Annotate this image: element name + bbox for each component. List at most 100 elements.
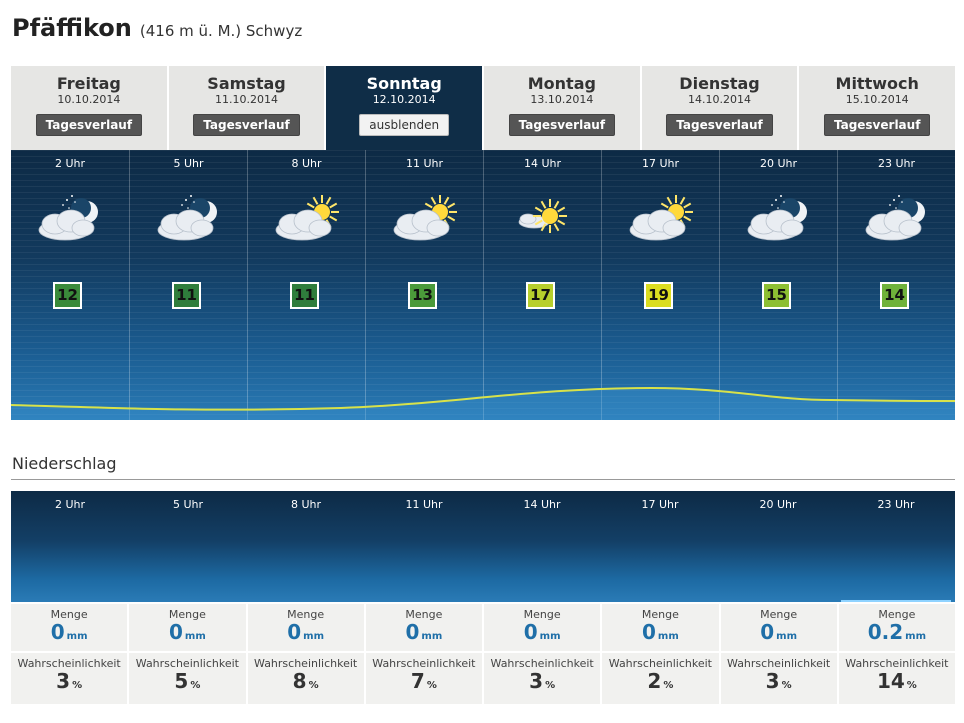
- precipitation-cells: Menge 0 mm Wahrscheinlichkeit 3% Menge 0 mm Wahr…: [11, 604, 955, 704]
- background-line: [11, 240, 955, 241]
- background-line: [11, 222, 955, 223]
- day-tab-freitag[interactable]: Freitag 10.10.2014 Tagesverlauf: [11, 66, 167, 150]
- probability-unit: %: [781, 680, 792, 691]
- probability-value: 3: [56, 669, 71, 693]
- precip-hour-label: 20 Uhr: [759, 498, 797, 511]
- day-name: Mittwoch: [835, 74, 919, 93]
- section-divider: [11, 479, 955, 480]
- probability-unit: %: [426, 680, 437, 691]
- background-line: [11, 306, 955, 307]
- hour-label: 14 Uhr: [523, 157, 562, 170]
- amount-block: Menge 0.2 mm: [838, 604, 955, 653]
- precip-hour-label: 14 Uhr: [523, 498, 561, 511]
- day-details-button[interactable]: Tagesverlauf: [193, 114, 300, 136]
- day-tab-sonntag[interactable]: Sonntag 12.10.2014 ausblenden: [326, 66, 483, 150]
- probability-unit: %: [308, 680, 319, 691]
- amount-block: Menge 0 mm: [247, 604, 364, 653]
- location-title: Pfäffikon (416 m ü. M.) Schwyz: [12, 14, 302, 46]
- probability-label: Wahrscheinlichkeit: [608, 657, 712, 670]
- amount-value: 0: [287, 620, 302, 644]
- temperature-curve: [11, 386, 955, 420]
- background-line: [11, 366, 955, 367]
- probability-unit: %: [545, 680, 556, 691]
- hour-column: 17 Uhr 19: [601, 150, 719, 420]
- night-cloudy-moon-icon: [144, 188, 234, 248]
- day-date: 12.10.2014: [372, 93, 436, 106]
- background-line: [11, 402, 955, 403]
- background-line: [11, 282, 955, 283]
- background-line: [11, 318, 955, 319]
- amount-value: 0: [523, 620, 538, 644]
- hour-column: 8 Uhr 11: [247, 150, 365, 420]
- night-cloudy-moon-icon: [852, 188, 942, 248]
- hour-label: 5 Uhr: [173, 157, 204, 170]
- day-details-button[interactable]: Tagesverlauf: [823, 114, 931, 136]
- probability-value: 7: [410, 669, 425, 693]
- hour-label: 23 Uhr: [877, 157, 916, 170]
- day-tab-samstag[interactable]: Samstag 11.10.2014 Tagesverlauf: [168, 66, 325, 150]
- probability-value: 3: [765, 669, 780, 693]
- day-details-button[interactable]: Tagesverlauf: [35, 114, 143, 136]
- temperature-box: 19: [644, 282, 673, 309]
- day-tabs: Freitag 10.10.2014 Tagesverlauf Samstag 11.1…: [11, 66, 956, 150]
- day-details-button[interactable]: Tagesverlauf: [666, 114, 773, 136]
- probability-value: 2: [647, 669, 662, 693]
- background-line: [11, 228, 955, 229]
- background-line: [11, 384, 955, 385]
- hour-column: 2 Uhr 12: [11, 150, 129, 420]
- temperature-box: 14: [880, 282, 909, 309]
- precip-cell: Menge 0 mm Wahrscheinlichkeit 7%: [365, 604, 482, 704]
- hour-label: 2 Uhr: [54, 157, 86, 170]
- amount-label: Menge: [760, 608, 798, 621]
- day-details-button[interactable]: Tagesverlauf: [508, 114, 616, 136]
- background-line: [11, 336, 955, 337]
- amount-unit: mm: [776, 631, 797, 642]
- background-line: [11, 210, 955, 211]
- background-line: [11, 162, 955, 163]
- amount-unit: mm: [539, 631, 561, 642]
- background-line: [11, 312, 955, 313]
- precip-cell: Menge 0 mm Wahrscheinlichkeit 3%: [484, 604, 601, 704]
- probability-block: Wahrscheinlichkeit 7%: [366, 653, 482, 702]
- day-name: Dienstag: [679, 74, 760, 93]
- amount-value: 0: [168, 620, 183, 644]
- precip-cell: Menge 0.2 mm Wahrscheinlichkeit 14%: [838, 604, 955, 704]
- background-line: [11, 414, 955, 415]
- probability-label: Wahrscheinlichkeit: [727, 657, 831, 670]
- precip-amount-bar: [841, 600, 951, 602]
- precipitation-panel: 2 Uhr 5 Uhr 8 Uhr 11 Uhr 14 Uhr 17 Uhr 20 Uhr 2…: [11, 491, 955, 602]
- precip-cell: Menge 0 mm Wahrscheinlichkeit 8%: [247, 604, 364, 704]
- background-line: [11, 150, 955, 151]
- amount-value: 0.2: [867, 620, 904, 644]
- probability-label: Wahrscheinlichkeit: [845, 657, 949, 670]
- background-line: [11, 270, 955, 271]
- day-tab-mittwoch[interactable]: Mittwoch 15.10.2014 Tagesverlauf: [799, 66, 956, 150]
- sun-light-cloud-icon: [498, 188, 588, 248]
- amount-label: Menge: [168, 608, 206, 621]
- amount-block: Menge 0 mm: [365, 604, 482, 653]
- temperature-box: 15: [762, 282, 791, 309]
- precip-hour-label: 23 Uhr: [877, 498, 915, 511]
- amount-block: Menge 0 mm: [129, 604, 246, 653]
- day-name: Freitag: [56, 74, 121, 93]
- day-tab-dienstag[interactable]: Dienstag 14.10.2014 Tagesverlauf: [641, 66, 798, 150]
- background-line: [11, 372, 955, 373]
- hour-label: 20 Uhr: [759, 157, 798, 170]
- hourly-forecast-panel: 2 Uhr 12 5 Uhr 11 8 Uhr 11 11 Uhr 13 14 Uhr 17 17 …: [11, 150, 955, 420]
- hour-column: 23 Uhr 14: [837, 150, 955, 420]
- precip-cell: Menge 0 mm Wahrscheinlichkeit 3%: [11, 604, 128, 704]
- temperature-box: 13: [408, 282, 437, 309]
- amount-label: Menge: [523, 608, 561, 621]
- day-tab-montag[interactable]: Montag 13.10.2014 Tagesverlauf: [484, 66, 640, 150]
- hide-day-button[interactable]: ausblenden: [359, 114, 450, 136]
- probability-block: Wahrscheinlichkeit 3%: [484, 653, 600, 702]
- probability-label: Wahrscheinlichkeit: [490, 657, 594, 670]
- precip-cell: Menge 0 mm Wahrscheinlichkeit 3%: [720, 604, 837, 704]
- hour-column: 5 Uhr 11: [129, 150, 247, 420]
- probability-label: Wahrscheinlichkeit: [17, 657, 121, 670]
- amount-block: Menge 0 mm: [484, 604, 601, 653]
- probability-unit: %: [72, 680, 83, 691]
- night-cloudy-moon-icon: [25, 188, 115, 248]
- background-line: [11, 246, 955, 247]
- amount-block: Menge 0 mm: [602, 604, 719, 653]
